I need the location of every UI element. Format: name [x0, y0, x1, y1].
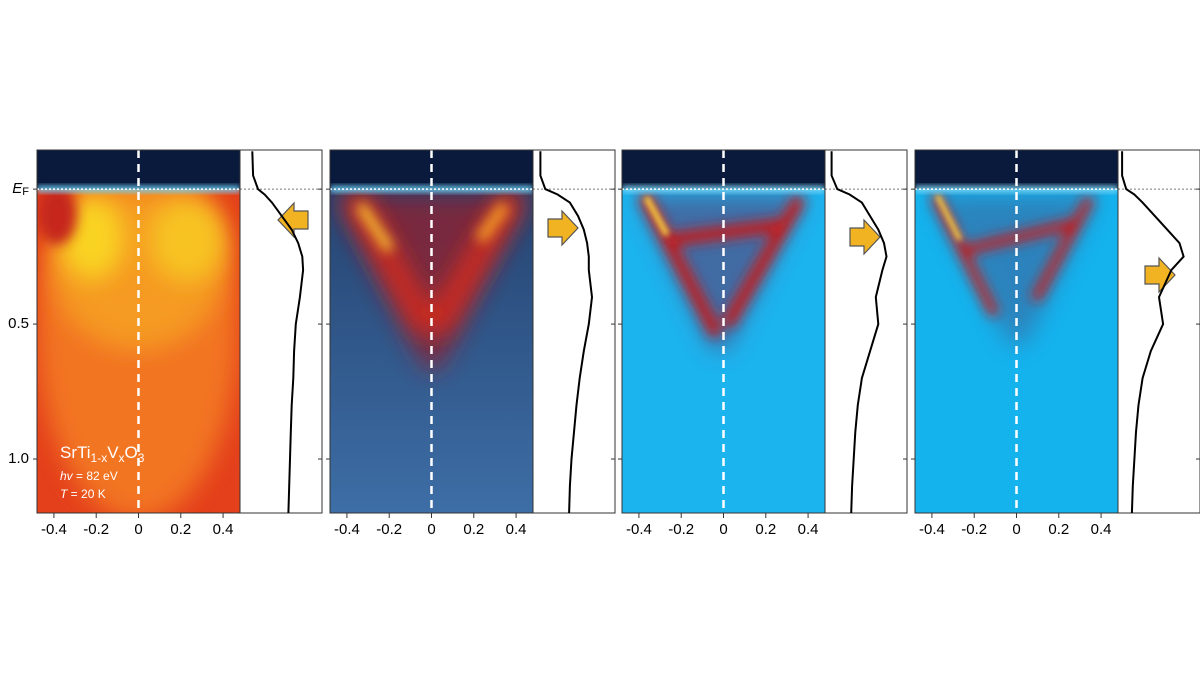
x-tick-label: 0	[427, 521, 435, 538]
x-tick-label: -0.2	[376, 521, 402, 538]
x-tick-label: -0.2	[961, 521, 987, 538]
frame	[329, 149, 616, 514]
y-tick-label-main: E	[12, 180, 23, 197]
x-tick-label: 0	[1012, 521, 1020, 538]
sample-part: SrTi	[60, 443, 91, 462]
x-tick-label: 0.4	[798, 521, 819, 538]
x-tick-label: -0.4	[919, 521, 945, 538]
sample-part: 1-x	[91, 451, 108, 465]
temperature-label: T = 20 K	[60, 487, 106, 501]
edc-curve	[251, 151, 305, 514]
photon-label: hv = 82 eV	[60, 469, 118, 483]
x-tick-label: 0.4	[1091, 521, 1112, 538]
temperature-part: T	[60, 487, 69, 501]
x-tick-label: -0.2	[668, 521, 694, 538]
sample-part: V	[107, 443, 119, 462]
edc-curve	[539, 151, 594, 514]
y-tick-label: 1.0	[8, 450, 29, 467]
x-tick-label: -0.2	[83, 521, 109, 538]
x-tick-label: 0.2	[755, 521, 776, 538]
edc-curve	[830, 151, 888, 514]
arrow	[277, 201, 309, 239]
x-tick-label: 0.2	[1048, 521, 1069, 538]
y-tick-label: 0.5	[8, 315, 29, 332]
x-tick-label: 0.2	[463, 521, 484, 538]
photon-part: = 82 eV	[73, 469, 118, 483]
photon-part: hv	[60, 469, 74, 483]
y-tick-label-sub: F	[22, 186, 29, 198]
y-tick-label: EF	[12, 180, 29, 198]
x-tick-label: -0.4	[626, 521, 652, 538]
frame	[36, 149, 323, 514]
x-tick-label: 0.4	[506, 521, 527, 538]
x-tick-label: 0	[134, 521, 142, 538]
frame	[914, 149, 1200, 514]
sample-part: O	[125, 443, 138, 462]
x-tick-label: 0.2	[170, 521, 191, 538]
arrow	[1144, 256, 1176, 294]
x-tick-label: 0.4	[213, 521, 234, 538]
temperature-part: = 20 K	[67, 487, 105, 501]
arrow	[849, 218, 881, 256]
frame	[621, 149, 908, 514]
sample-part: x	[119, 451, 125, 465]
sample-part: 3	[138, 451, 145, 465]
edc-curve	[1121, 151, 1185, 514]
arrow	[547, 209, 579, 247]
sample-label: SrTi1-xVxO3	[60, 443, 145, 465]
x-tick-label: -0.4	[41, 521, 67, 538]
x-tick-label: -0.4	[334, 521, 360, 538]
x-tick-label: 0	[719, 521, 727, 538]
